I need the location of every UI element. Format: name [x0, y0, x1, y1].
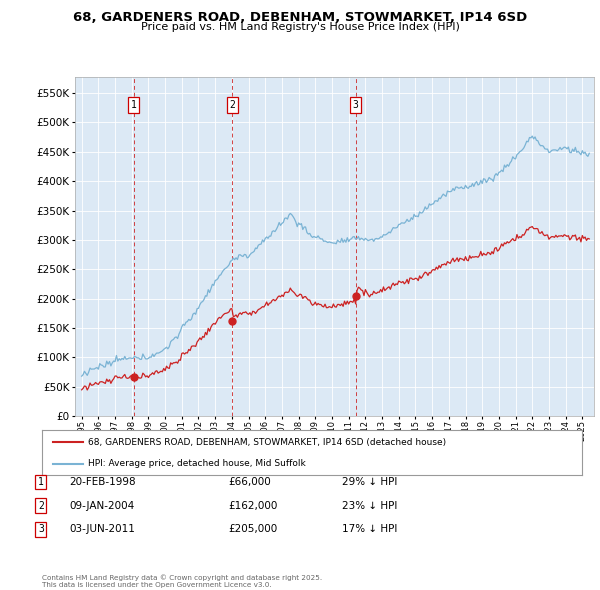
Text: 2: 2 — [229, 100, 235, 110]
Text: 20-FEB-1998: 20-FEB-1998 — [69, 477, 136, 487]
Text: HPI: Average price, detached house, Mid Suffolk: HPI: Average price, detached house, Mid … — [88, 459, 305, 468]
Text: 17% ↓ HPI: 17% ↓ HPI — [342, 525, 397, 534]
Text: 3: 3 — [353, 100, 359, 110]
Text: £205,000: £205,000 — [228, 525, 277, 534]
Text: 03-JUN-2011: 03-JUN-2011 — [69, 525, 135, 534]
Text: 1: 1 — [38, 477, 44, 487]
Text: 23% ↓ HPI: 23% ↓ HPI — [342, 501, 397, 510]
Text: Contains HM Land Registry data © Crown copyright and database right 2025.
This d: Contains HM Land Registry data © Crown c… — [42, 574, 322, 588]
Text: 68, GARDENERS ROAD, DEBENHAM, STOWMARKET, IP14 6SD (detached house): 68, GARDENERS ROAD, DEBENHAM, STOWMARKET… — [88, 438, 446, 447]
Text: 29% ↓ HPI: 29% ↓ HPI — [342, 477, 397, 487]
Text: 09-JAN-2004: 09-JAN-2004 — [69, 501, 134, 510]
Text: 2: 2 — [38, 501, 44, 510]
Text: 3: 3 — [38, 525, 44, 534]
Text: £66,000: £66,000 — [228, 477, 271, 487]
Text: 68, GARDENERS ROAD, DEBENHAM, STOWMARKET, IP14 6SD: 68, GARDENERS ROAD, DEBENHAM, STOWMARKET… — [73, 11, 527, 24]
Text: £162,000: £162,000 — [228, 501, 277, 510]
Text: 1: 1 — [131, 100, 137, 110]
Text: Price paid vs. HM Land Registry's House Price Index (HPI): Price paid vs. HM Land Registry's House … — [140, 22, 460, 32]
